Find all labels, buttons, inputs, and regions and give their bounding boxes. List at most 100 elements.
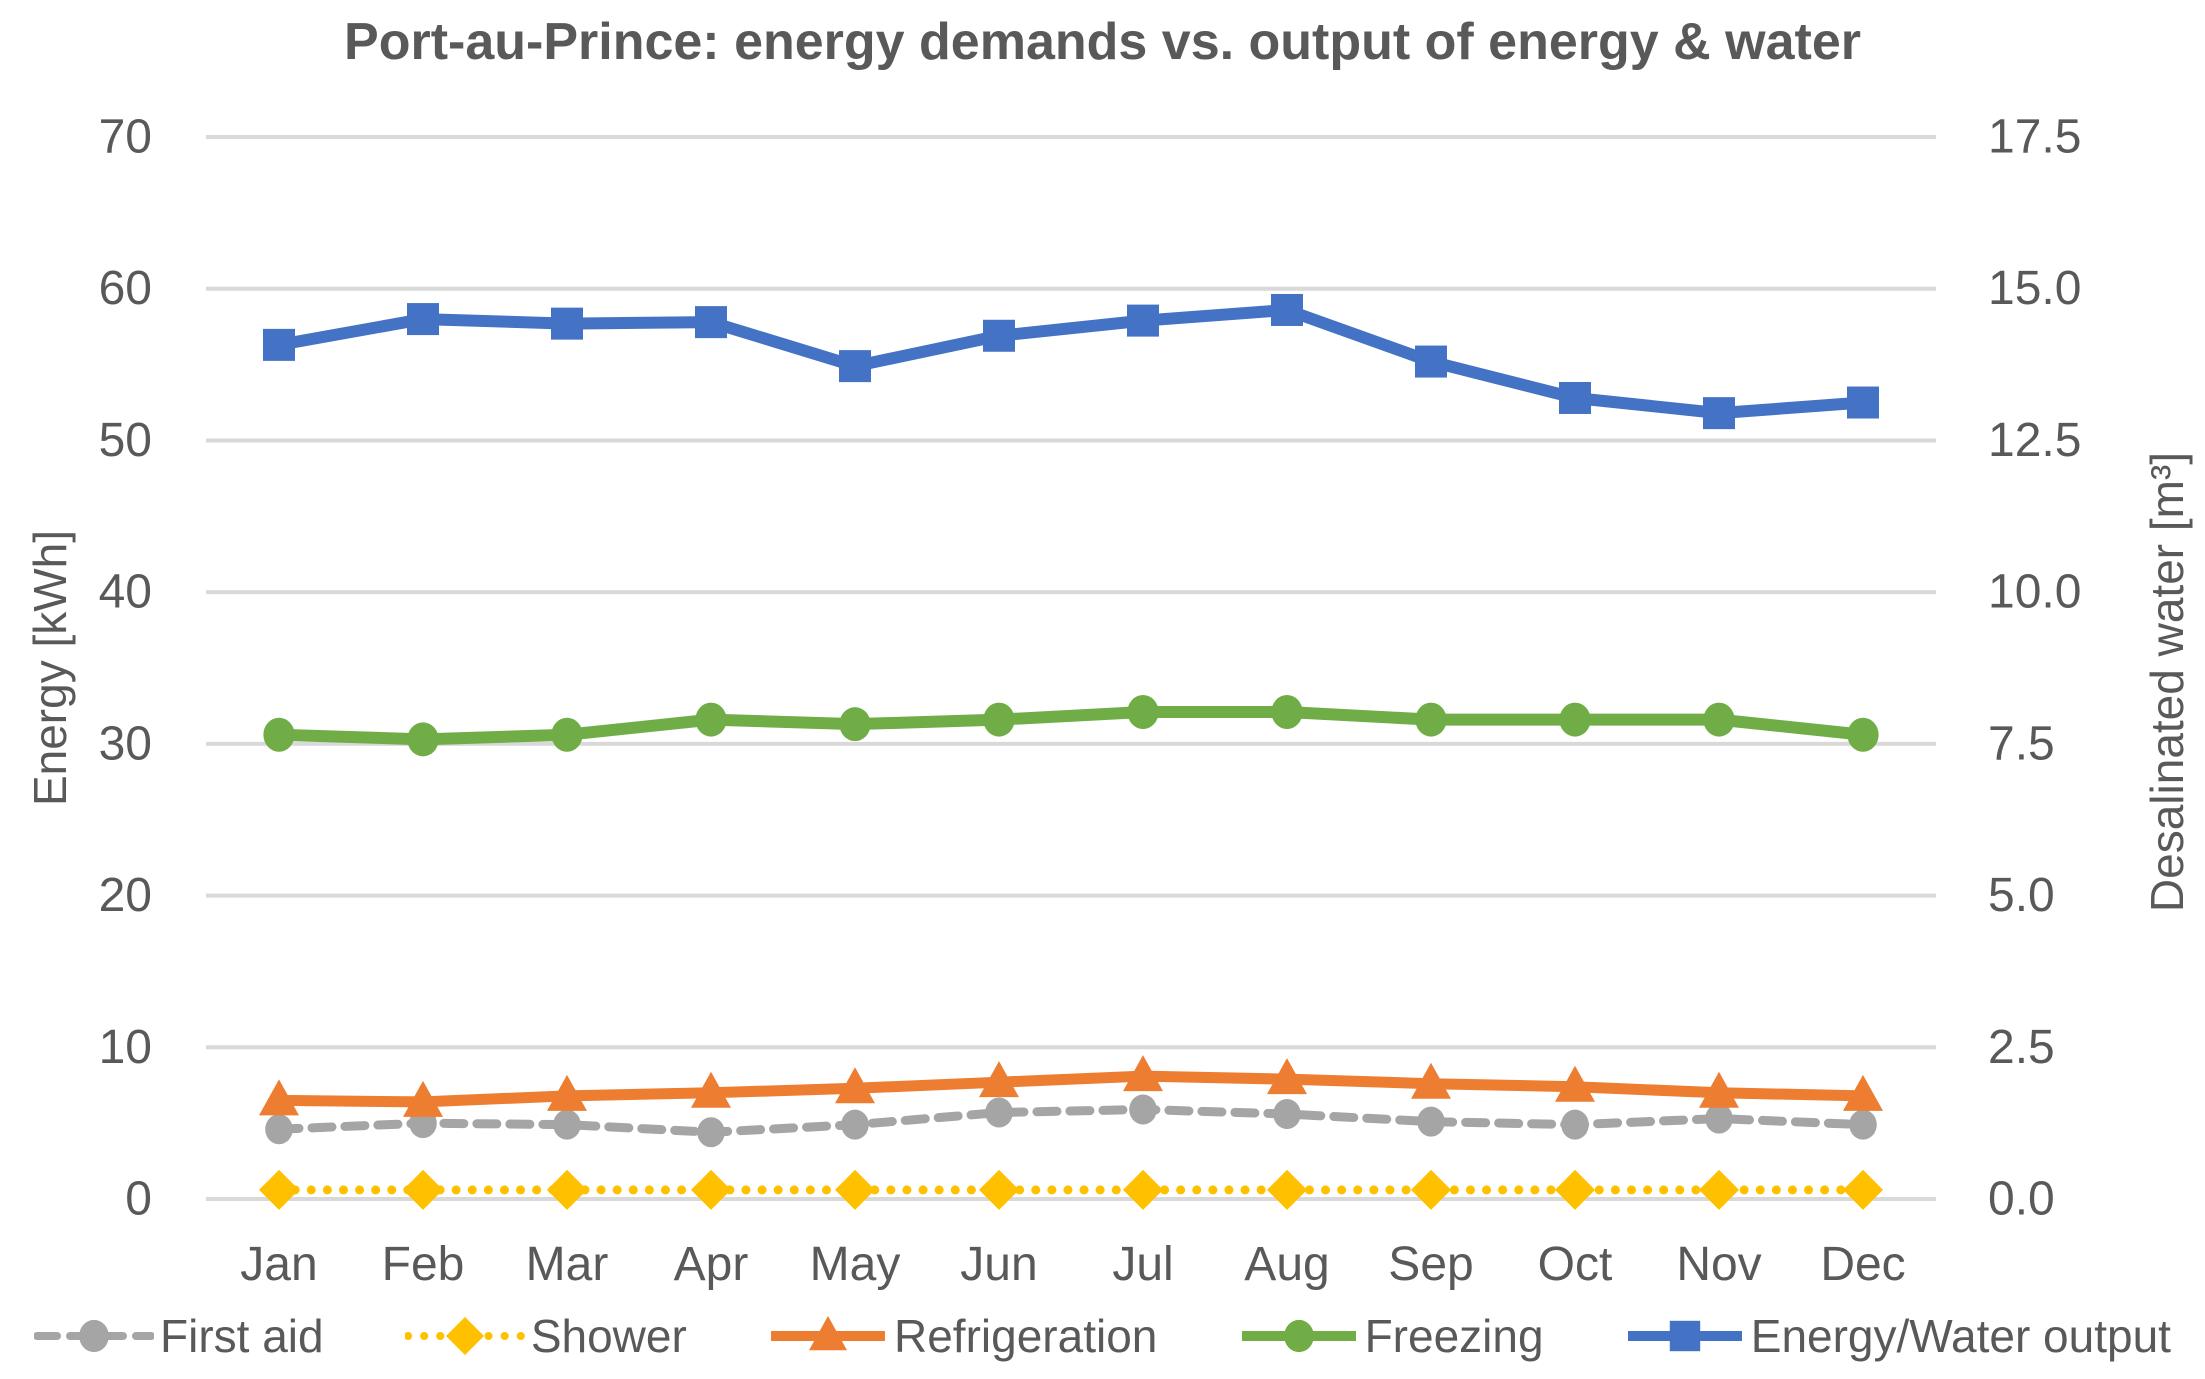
left-axis-tick-label: 20 xyxy=(99,869,152,922)
legend-label: Refrigeration xyxy=(894,1310,1158,1362)
data-point-marker xyxy=(985,1097,1013,1128)
data-point-marker xyxy=(407,303,439,336)
legend-swatch-first-aid xyxy=(34,1319,154,1353)
legend-swatch-freezing xyxy=(1241,1319,1356,1353)
series-freezing xyxy=(263,695,1879,757)
left-axis-tick-label: 40 xyxy=(99,566,152,619)
left-axis-tick-label: 0 xyxy=(125,1173,152,1226)
data-point-marker xyxy=(979,1169,1019,1210)
series-energy-water-output xyxy=(263,293,1879,430)
x-axis-tick-label: Sep xyxy=(1388,1238,1473,1291)
left-axis-tick-label: 50 xyxy=(99,414,152,467)
x-axis-tick-label: Feb xyxy=(382,1238,465,1291)
data-point-marker xyxy=(1283,1319,1314,1353)
series-shower xyxy=(259,1169,1883,1210)
left-axis-tick-label: 30 xyxy=(99,717,152,770)
data-point-marker xyxy=(263,717,295,752)
data-point-marker xyxy=(1559,381,1591,414)
data-point-marker xyxy=(547,1074,587,1111)
data-point-marker xyxy=(1271,695,1303,730)
x-axis-tick-label: Aug xyxy=(1244,1238,1329,1291)
data-point-marker xyxy=(1847,386,1879,419)
right-axis-tick-label: 12.5 xyxy=(1988,414,2081,467)
data-point-marker xyxy=(1705,1103,1733,1134)
data-point-marker xyxy=(551,307,583,340)
data-point-marker xyxy=(695,306,727,339)
data-point-marker xyxy=(403,1080,443,1117)
data-point-marker xyxy=(1127,304,1159,337)
data-point-marker xyxy=(1127,695,1159,730)
x-axis-tick-label: Jan xyxy=(240,1238,317,1291)
data-point-marker xyxy=(1843,1169,1883,1210)
data-point-marker xyxy=(1669,1320,1700,1352)
data-point-marker xyxy=(835,1169,875,1210)
legend-item-refrigeration: Refrigeration xyxy=(768,1309,1157,1363)
right-axis-title: Desalinated water [m³] xyxy=(2141,451,2193,913)
data-point-marker xyxy=(79,1319,109,1353)
series-line-energy-water-output xyxy=(277,303,1864,420)
right-axis-tick-label: 2.5 xyxy=(1988,1021,2055,1074)
series-line-first-aid xyxy=(274,1104,1868,1137)
data-point-marker xyxy=(839,350,871,383)
x-axis-tick-label: Apr xyxy=(674,1238,749,1291)
series-refrigeration xyxy=(259,1055,1883,1117)
legend-label: Energy/Water output xyxy=(1750,1310,2171,1362)
data-point-marker xyxy=(1699,1169,1739,1210)
right-axis-tick-label: 15.0 xyxy=(1988,262,2081,315)
data-point-marker xyxy=(1273,1099,1301,1130)
data-point-marker xyxy=(1559,702,1591,737)
legend-item-freezing: Freezing xyxy=(1239,1309,1544,1363)
x-axis-tick-label: Oct xyxy=(1538,1238,1613,1291)
data-point-marker xyxy=(259,1169,299,1210)
data-point-marker xyxy=(1555,1169,1595,1210)
data-point-marker xyxy=(1847,717,1879,752)
chart-title: Port-au-Prince: energy demands vs. outpu… xyxy=(344,13,1861,71)
right-axis-tick-label: 0.0 xyxy=(1988,1173,2055,1226)
left-axis-title: Energy [kWh] xyxy=(24,529,76,807)
data-point-marker xyxy=(983,702,1015,737)
legend-item-first-aid: First aid xyxy=(34,1309,324,1363)
data-point-marker xyxy=(1411,1169,1451,1210)
data-point-marker xyxy=(1415,702,1447,737)
legend-label: Shower xyxy=(530,1310,687,1362)
data-point-marker xyxy=(1415,345,1447,378)
data-point-marker xyxy=(553,1109,581,1140)
data-point-marker xyxy=(841,1109,869,1140)
data-point-marker xyxy=(1843,1074,1883,1111)
left-axis-tick-label: 10 xyxy=(99,1021,152,1074)
data-point-marker xyxy=(691,1169,731,1210)
x-axis-tick-label: Nov xyxy=(1676,1238,1761,1291)
legend-label: First aid xyxy=(160,1310,324,1362)
data-point-marker xyxy=(551,717,583,752)
right-axis-tick-label: 5.0 xyxy=(1988,869,2055,922)
legend-item-energy-water-output: Energy/Water output xyxy=(1625,1309,2171,1363)
data-point-marker xyxy=(1703,397,1735,430)
data-point-marker xyxy=(1703,702,1735,737)
data-point-marker xyxy=(1555,1065,1595,1102)
x-axis-tick-label: Mar xyxy=(526,1238,609,1291)
data-point-marker xyxy=(403,1169,443,1210)
legend-label: Freezing xyxy=(1364,1310,1544,1362)
data-point-marker xyxy=(1267,1058,1307,1095)
data-point-marker xyxy=(445,1317,484,1355)
data-point-marker xyxy=(1417,1106,1445,1137)
legend: First aid Shower Refrigeration Freezing Ener… xyxy=(0,1298,2205,1374)
data-point-marker xyxy=(1699,1071,1739,1108)
data-point-marker xyxy=(809,1316,847,1351)
data-point-marker xyxy=(839,707,871,742)
right-axis-tick-label: 10.0 xyxy=(1988,566,2081,619)
data-point-marker xyxy=(1267,1169,1307,1210)
data-point-marker xyxy=(1561,1109,1589,1140)
data-point-marker xyxy=(263,328,295,361)
left-axis-tick-label: 60 xyxy=(99,262,152,315)
data-point-marker xyxy=(1271,293,1303,326)
legend-swatch-refrigeration xyxy=(771,1316,885,1351)
legend-swatch-energy-water-output xyxy=(1627,1320,1742,1352)
data-point-marker xyxy=(697,1117,725,1148)
x-axis-tick-label: May xyxy=(810,1238,901,1291)
data-point-marker xyxy=(1849,1109,1877,1140)
data-point-marker xyxy=(835,1067,875,1104)
x-axis-tick-label: Jul xyxy=(1112,1238,1173,1291)
x-axis-tick-label: Jun xyxy=(960,1238,1037,1291)
